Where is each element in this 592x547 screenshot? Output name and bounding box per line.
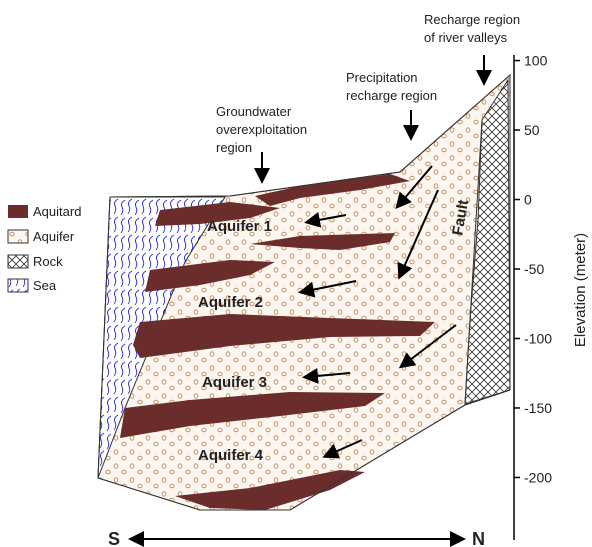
region-label: of river valleys [424, 30, 508, 45]
legend-swatch [7, 254, 29, 269]
region-label: recharge region [346, 88, 437, 103]
tick-label: -100 [524, 330, 552, 346]
aquitard [120, 392, 385, 438]
aquifer-label: Aquifer 3 [202, 374, 267, 391]
aquifer-label: Aquifer 2 [198, 294, 263, 311]
aquitard [175, 470, 365, 510]
legend-swatch [7, 229, 29, 244]
tick-label: -50 [524, 261, 544, 277]
arrow [322, 439, 363, 459]
arrow [302, 367, 351, 384]
legend-label: Aquitard [33, 204, 81, 219]
direction-label: S [108, 529, 120, 547]
arrow [395, 165, 433, 210]
legend: Aquitard Aquifer Rock Sea [7, 204, 81, 293]
fault-line [464, 119, 483, 405]
legend-swatch [7, 278, 29, 293]
outline [97, 73, 511, 511]
aquitard [250, 233, 395, 250]
arrow [398, 324, 457, 369]
fault-label: Fault [449, 198, 472, 236]
arrow [298, 280, 357, 298]
tick-label: 50 [524, 122, 540, 138]
region-label: region [216, 140, 252, 155]
aquitard [255, 174, 410, 206]
aquifer-label: Aquifer 4 [198, 447, 264, 464]
region-label: Groundwater [216, 104, 292, 119]
aquitards [120, 174, 435, 510]
tick-label: -200 [524, 469, 552, 485]
aquitard [133, 314, 435, 358]
aquitard [145, 260, 275, 292]
tick-label: -150 [524, 400, 552, 416]
aquifer-label: Aquifer 1 [207, 218, 272, 235]
arrow [397, 189, 439, 280]
region-label: Recharge region [424, 12, 520, 27]
aquitard [155, 202, 280, 226]
elevation-axis: Elevation (meter) 100 50 0 -50 -100 -150 -200 [513, 53, 589, 540]
tick-label: 0 [524, 192, 532, 208]
axis-title: Elevation (meter) [572, 233, 589, 347]
arrows [128, 55, 492, 547]
arrow [304, 211, 347, 228]
legend-label: Aquifer [33, 229, 75, 244]
direction-label: N [472, 529, 485, 547]
region-label: Precipitation [346, 70, 418, 85]
region-label: overexploitation [216, 122, 307, 137]
legend-swatch [8, 205, 28, 218]
legend-label: Sea [33, 278, 57, 293]
legend-label: Rock [33, 254, 63, 269]
tick-label: 100 [524, 53, 548, 69]
